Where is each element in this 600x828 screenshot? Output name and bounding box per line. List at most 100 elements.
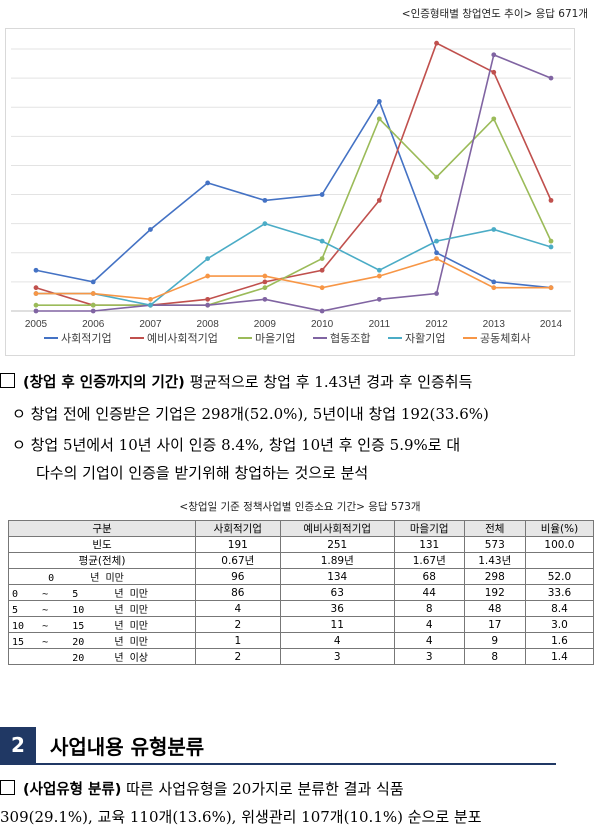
table-cell: 8.4 [524,600,595,617]
data-point [376,116,382,122]
table-cell: 68 [393,568,465,585]
data-point [548,238,554,244]
x-tick-label: 2008 [197,319,220,330]
chart-svg: 2005 2006 2007 2008 2009 2010 2011 2012 2013 2014… [11,40,571,345]
certification-period-table: 구분 사회적기업 예비사회적기업 마을기업 전체 비율(%) 빈도 191 251 1… [8,520,595,665]
table-cell: 2 [195,648,281,665]
section-number: 2 [0,727,36,763]
header-cell: 예비사회적기업 [279,520,395,537]
data-point [319,285,325,291]
table-row: 빈도 191 251 131 573 100.0 [8,536,595,553]
chart-caption: <인증형태별 창업연도 추이> 응답 671개 [401,8,588,20]
table-cell: 134 [279,568,395,585]
table-cell: 1.4 [524,648,595,665]
series-line [36,222,552,307]
bullet-item: ㅇ 창업 5년에서 10년 사이 인증 8.4%, 창업 10년 후 인증 5.… [12,434,460,455]
data-point [319,192,325,197]
table-cell: 9 [463,632,526,649]
table-cell: 1.89년 [279,552,395,569]
data-point [376,99,382,104]
data-point [262,296,268,302]
data-point [319,256,325,261]
paragraph-continuation: 309(29.1%), 교육 110개(13.6%), 위생관리 107개(10… [0,808,482,826]
paragraph-business-type: (사업유형 분류) 따른 사업유형을 20가지로 분류한 결과 식품 [0,778,404,799]
table-cell: 573 [463,536,526,553]
x-tick-label: 2013 [483,319,506,330]
data-point [90,302,96,308]
data-point [148,296,153,302]
bullet-text: 창업 전에 인증받은 기업은 298개(52.0%), 5년이내 창업 192(… [30,405,489,423]
section-header: 2 사업내용 유형분류 [0,727,556,765]
data-point [376,296,382,302]
data-point [205,302,211,308]
data-point [491,279,497,285]
row-label: 0 년 미만 [8,568,196,585]
row-label: 5 ~ 10 년 미만 [8,600,196,617]
section-title: 사업내용 유형분류 [50,735,205,759]
header-cell: 비율(%) [524,520,595,537]
series-line [35,99,552,289]
data-point [262,285,268,291]
x-tick-label: 2010 [311,319,334,330]
series-line [35,42,552,306]
x-tick-label: 2009 [254,319,277,330]
x-tick-label: 2014 [540,319,563,330]
series-line [36,117,552,306]
table-cell: 36 [279,600,395,617]
legend-entry: 마을기업 [255,332,295,345]
legend-entry: 사회적기업 [61,332,112,345]
table-row: 평균(전체) 0.67년 1.89년 1.67년 1.43년 [8,552,595,569]
table-cell: 63 [279,584,395,601]
data-point [491,52,497,58]
legend-entry: 예비사회적기업 [147,332,218,345]
data-point [33,285,39,291]
data-point [376,273,382,279]
data-point [434,174,439,180]
table-cell: 44 [393,584,465,601]
data-point [90,291,96,296]
x-tick-label: 2007 [139,319,162,330]
data-point [90,279,96,285]
table-cell: 298 [463,568,526,585]
data-point [319,238,325,244]
bullet-symbol: ㅇ [12,405,26,423]
table-cell: 0.67년 [195,552,281,569]
row-label: 빈도 [8,536,196,553]
table-cell: 1.6 [524,632,595,649]
table-cell: 4 [195,600,281,617]
table-row: 0 ~ 5 년 미만 86 63 44 192 33.6 [8,584,595,601]
table-cell: 4 [393,632,465,649]
table-header-row: 구분 사회적기업 예비사회적기업 마을기업 전체 비율(%) [8,520,595,537]
table-cell: 251 [279,536,395,553]
x-tick-label: 2006 [82,319,105,330]
data-point [33,308,39,314]
table-row: 5 ~ 10 년 미만 4 36 8 48 8.4 [8,600,595,617]
data-point [491,285,497,291]
data-point [262,221,268,227]
data-point [376,267,382,273]
data-point [148,302,153,308]
table-cell: 131 [393,536,465,553]
data-point [33,302,39,308]
legend-entry: 자활기업 [405,331,445,345]
table-cell: 8 [463,648,526,665]
data-point [548,244,554,250]
data-point [548,285,554,291]
data-point [434,40,439,46]
table-cell: 3 [279,648,395,665]
table-row: 10 ~ 15 년 미만 2 11 4 17 3.0 [8,616,595,633]
table-cell: 1.43년 [463,552,526,569]
line-chart: 2005 2006 2007 2008 2009 2010 2011 2012 2013 2014… [5,28,575,356]
table-cell [524,552,595,569]
header-cell: 전체 [463,520,526,537]
row-label: 15 ~ 20 년 미만 [8,632,196,649]
table-cell: 48 [463,600,526,617]
table-cell: 3 [393,648,465,665]
legend-entry: 협동조합 [330,332,370,345]
data-point [148,227,153,232]
bullet-item: ㅇ 창업 전에 인증받은 기업은 298개(52.0%), 5년이내 창업 19… [12,403,489,424]
data-point [376,197,382,203]
table-cell: 4 [279,632,395,649]
data-point [548,75,554,81]
data-point [491,116,497,122]
